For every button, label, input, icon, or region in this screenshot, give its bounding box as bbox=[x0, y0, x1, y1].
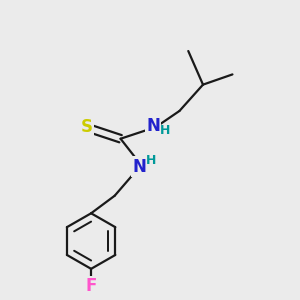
Text: N: N bbox=[133, 158, 147, 175]
Text: H: H bbox=[160, 124, 170, 137]
Text: S: S bbox=[81, 118, 93, 136]
Text: H: H bbox=[146, 154, 156, 167]
Text: N: N bbox=[146, 117, 160, 135]
Text: F: F bbox=[85, 278, 97, 296]
